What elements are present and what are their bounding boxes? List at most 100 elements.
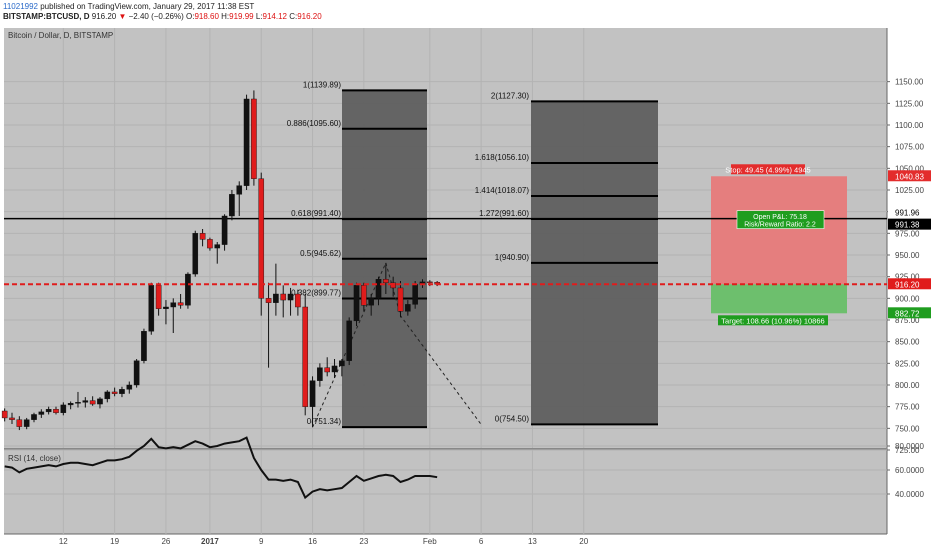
- low-value: 914.12: [262, 12, 287, 21]
- rsi-title: RSI (14, close): [8, 454, 61, 463]
- candle-body: [397, 287, 404, 312]
- x-tick-label: 2017: [201, 537, 219, 546]
- target-zone: [711, 284, 847, 314]
- candle-body: [361, 285, 367, 306]
- ohlc-line: BITSTAMP:BTCUSD, D 916.20 ▼ −2.40 (−0.26…: [3, 12, 322, 21]
- target-price-label-bg: [888, 307, 931, 319]
- candle-body: [16, 419, 23, 427]
- close-label: C:: [289, 12, 298, 21]
- x-tick-label: 20: [579, 537, 588, 546]
- candle-body: [192, 233, 199, 275]
- fib-left-level-label: 0.5(945.62): [300, 249, 341, 258]
- candle-body: [104, 391, 111, 400]
- candle-body: [23, 419, 30, 427]
- change-value: −2.40 (−0.26%): [128, 12, 184, 21]
- projection-path: [312, 261, 482, 428]
- chart-title: Bitcoin / Dollar, D, BITSTAMP: [8, 31, 113, 40]
- x-tick-label: Feb: [423, 537, 437, 546]
- down-arrow-icon: ▼: [118, 12, 127, 21]
- candle-body: [427, 281, 433, 284]
- candle-body: [67, 402, 74, 406]
- y-tick-label: 1150.00: [895, 78, 924, 87]
- stop-label-bg: [731, 164, 805, 175]
- candle-body: [221, 215, 228, 245]
- candle-body: [31, 414, 37, 420]
- candle-body: [339, 360, 345, 367]
- candle-body: [89, 400, 96, 405]
- high-value: 919.99: [229, 12, 254, 21]
- candle-body: [317, 367, 323, 381]
- fib-price-label-bg: [888, 218, 931, 230]
- y-tick-label: 850.00: [895, 338, 920, 347]
- candle-body: [75, 402, 81, 404]
- pnl-box: [736, 210, 825, 229]
- candle-body: [368, 298, 374, 306]
- close-value: 916.20: [297, 12, 322, 21]
- fib-left-level-label: 0.886(1095.60): [287, 119, 342, 128]
- candle-body: [199, 233, 206, 240]
- line-price-label-bg: [888, 206, 931, 218]
- candle-body: [324, 367, 331, 373]
- rsi-line: [4, 436, 438, 500]
- x-tick-label: 9: [259, 537, 264, 546]
- y-tick-label: 1100.00: [895, 121, 924, 130]
- fib-right-level-label: 1(940.90): [495, 253, 530, 262]
- rr-label: Risk/Reward Ratio: 2.2: [744, 222, 816, 229]
- y-tick-label: 1050.00: [895, 164, 924, 173]
- idea-id-link[interactable]: 11021992: [3, 2, 38, 11]
- low-label: L:: [255, 12, 263, 21]
- y-tick-label: 725.00: [895, 446, 920, 455]
- candle-body: [60, 404, 67, 413]
- high-label: H:: [221, 12, 230, 21]
- fib-left-level-label: 1(1139.89): [303, 80, 341, 89]
- candle-body: [258, 178, 265, 299]
- fib-right-level-label: 1.272(991.60): [479, 209, 529, 218]
- y-tick-label: 800.00: [895, 381, 920, 390]
- candle-body: [309, 380, 316, 407]
- candle-body: [170, 302, 177, 308]
- candle-body: [207, 239, 213, 249]
- last-price: 916.20: [91, 12, 117, 21]
- candle-body: [412, 284, 418, 305]
- candle-body: [229, 194, 235, 217]
- fib-left-level-label: 0.618(991.40): [291, 209, 341, 218]
- x-tick-label: 13: [528, 537, 537, 546]
- x-tick-label: 6: [479, 537, 484, 546]
- stop-label: Stop: 49.45 (4.99%) 4945: [725, 165, 810, 174]
- stop-price-label-bg: [888, 170, 931, 182]
- fib-right-level-label: 2(1127.30): [491, 91, 529, 100]
- y-tick-label: 1075.00: [895, 143, 924, 152]
- open-value: 918.60: [194, 12, 219, 21]
- candle-body: [45, 409, 52, 413]
- y-tick-label: 875.00: [895, 316, 920, 325]
- y-tick-label: 900.00: [895, 294, 920, 303]
- candle-body: [155, 285, 162, 309]
- y-tick-label: 775.00: [895, 403, 920, 412]
- candle-body: [119, 389, 125, 394]
- candle-body: [141, 331, 147, 361]
- fib-left-level-label: 0.382(899.77): [291, 289, 341, 298]
- x-tick-label: 12: [59, 537, 68, 546]
- x-tick-label: 19: [110, 537, 119, 546]
- candle-body: [82, 400, 89, 403]
- fib-right-level-label: 1.414(1018.07): [475, 186, 530, 195]
- fib-right-level-label: 0(754.50): [495, 414, 530, 423]
- candle-body: [251, 98, 257, 179]
- x-tick-label: 23: [359, 537, 368, 546]
- candle-body: [273, 293, 279, 303]
- y-tick-label: 975.00: [895, 229, 920, 238]
- candle-body: [148, 285, 155, 332]
- fib-right-level-label: 1.618(1056.10): [475, 153, 530, 162]
- fib-left-level-label: 0(751.34): [307, 417, 342, 426]
- candle-body: [1, 410, 8, 419]
- x-tick-label: 16: [308, 537, 317, 546]
- stop-price-label: 1040.83: [895, 172, 924, 181]
- candle-body: [405, 304, 411, 312]
- candle-body: [383, 279, 389, 283]
- candle-body: [214, 244, 221, 249]
- candle-body: [302, 306, 309, 407]
- candle-body: [236, 185, 243, 195]
- published-text: published on TradingView.com, January 29…: [40, 2, 255, 11]
- open-label: O:: [186, 12, 195, 21]
